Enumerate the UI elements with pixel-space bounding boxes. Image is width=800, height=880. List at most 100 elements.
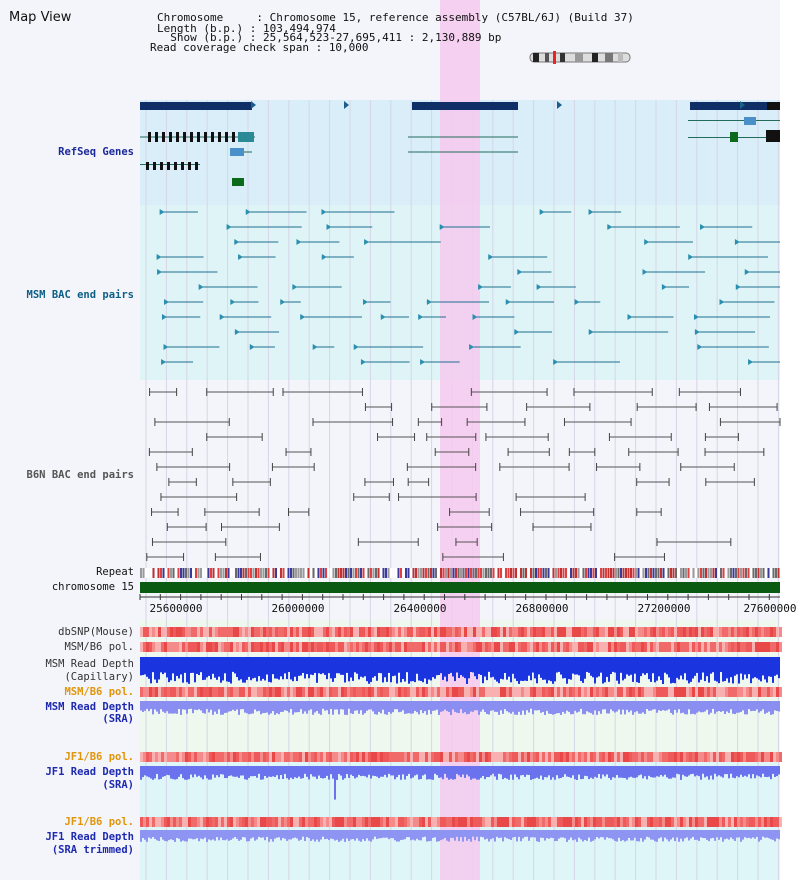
msm-sra-depth-bar [430,701,432,715]
jf1-b6-pol-mark [689,817,692,827]
jf1-sra-depth-bar [576,766,578,780]
repeat-mark [302,568,305,578]
msm-capillary-depth-bar [778,657,780,679]
msm-capillary-depth-bar [240,657,242,680]
track-label-b6n-bac[interactable]: B6N BAC end pairs [26,469,134,481]
dbsnp-mark [506,627,509,637]
msm-capillary-depth-bar [628,657,630,676]
jf1-sra-depth-bar [632,766,634,778]
gene-exon [167,162,170,170]
repeat-mark [745,568,747,578]
jf1-b6-pol-mark [491,817,494,827]
jf1-sra-depth-bar [168,766,170,776]
jf1-b6-pol-mark [323,752,326,762]
msm-bac-end [249,344,255,350]
msm-sra-depth-bar [610,701,612,710]
jf1-sra-depth-bar [300,766,302,779]
msm-capillary-depth-bar [652,657,654,674]
msm-b6-pol-mark [680,642,683,652]
repeat-mark [700,568,702,578]
repeat-mark [555,568,557,578]
jf1-trimmed-depth-bar [508,830,510,840]
msm-capillary-depth-bar [522,657,524,682]
jf1-trimmed-depth-bar [636,830,638,842]
jf1-sra-depth-bar [140,766,142,780]
msm-bac-end [478,284,484,290]
jf1-trimmed-depth-bar [506,830,508,839]
jf1-b6-pol-mark [383,752,386,762]
msm-b6-pol-mark [164,687,167,697]
track-label-msm-bac[interactable]: MSM BAC end pairs [26,289,134,301]
jf1-b6-pol-mark [755,817,758,827]
msm-b6-pol-mark [410,687,413,697]
msm-sra-depth-bar [568,701,570,712]
msm-sra-depth-bar [570,701,572,715]
jf1-b6-pol-mark [776,752,779,762]
msm-capillary-depth-bar [528,657,530,676]
chromosome-bar [140,582,780,593]
msm-b6-pol-mark [158,642,161,652]
jf1-b6-pol-mark [701,752,704,762]
jf1-sra-depth-bar [440,766,442,778]
jf1-sra-depth-bar [392,766,394,776]
jf1-b6-pol-mark [731,752,734,762]
jf1-trimmed-depth-bar [520,830,522,842]
jf1-b6-pol-mark [647,752,650,762]
dbsnp-mark [644,627,647,637]
jf1-sra-depth-bar [536,766,538,778]
dbsnp-mark [251,627,254,637]
jf1-b6-pol-mark [506,752,509,762]
jf1-trimmed-depth-bar [372,830,374,840]
msm-b6-pol-mark [494,642,497,652]
jf1-sra-depth-bar [592,766,594,779]
msm-b6-pol-mark [590,642,593,652]
msm-capillary-depth-bar [440,657,442,674]
jf1-sra-depth-bar [640,766,642,775]
msm-sra-depth-bar [514,701,516,715]
jf1-sra-depth-bar [208,766,210,780]
msm-b6-pol-mark [728,687,731,697]
msm-bac-end [517,269,523,275]
msm-capillary-depth-bar [704,657,706,682]
jf1-b6-pol-mark [542,817,545,827]
msm-b6-pol-mark [452,642,455,652]
dbsnp-mark [278,627,281,637]
jf1-b6-pol-mark [305,817,308,827]
jf1-b6-pol-mark [161,752,164,762]
msm-b6-pol-mark [713,687,716,697]
msm-capillary-depth-bar [430,657,432,681]
msm-sra-depth-bar [506,701,508,712]
jf1-b6-pol-mark [458,752,461,762]
jf1-sra-depth-bar [734,766,736,779]
msm-bac-end [439,224,445,230]
dbsnp-mark [422,627,425,637]
jf1-sra-depth-bar [550,766,552,780]
track-label-refseq[interactable]: RefSeq Genes [58,146,134,158]
jf1-sra-depth-bar [554,766,556,780]
jf1-b6-pol-mark [608,752,611,762]
ideogram-band [618,53,623,62]
dbsnp-mark [617,627,620,637]
jf1-trimmed-depth-bar [762,830,764,837]
msm-sra-depth-bar [502,701,504,714]
jf1-b6-pol-mark [611,752,614,762]
jf1-trimmed-depth-bar [366,830,368,839]
jf1-sra-depth-bar [152,766,154,780]
jf1-trimmed-depth-bar [390,830,392,839]
jf1-sra-depth-bar [198,766,200,776]
jf1-trimmed-depth-bar [304,830,306,842]
repeat-mark [632,568,635,578]
repeat-mark [560,568,562,578]
msm-b6-pol-mark [437,642,440,652]
jf1-sra-depth-bar [500,766,502,775]
repeat-mark [742,568,745,578]
msm-capillary-depth-bar [146,657,148,677]
jf1-trimmed-depth-bar [276,830,278,838]
msm-b6-pol-mark [776,642,779,652]
jf1-trimmed-depth-bar [378,830,380,839]
ideogram-band [533,53,539,62]
msm-capillary-depth-bar [274,657,276,679]
msm-sra-depth-bar [144,701,146,711]
